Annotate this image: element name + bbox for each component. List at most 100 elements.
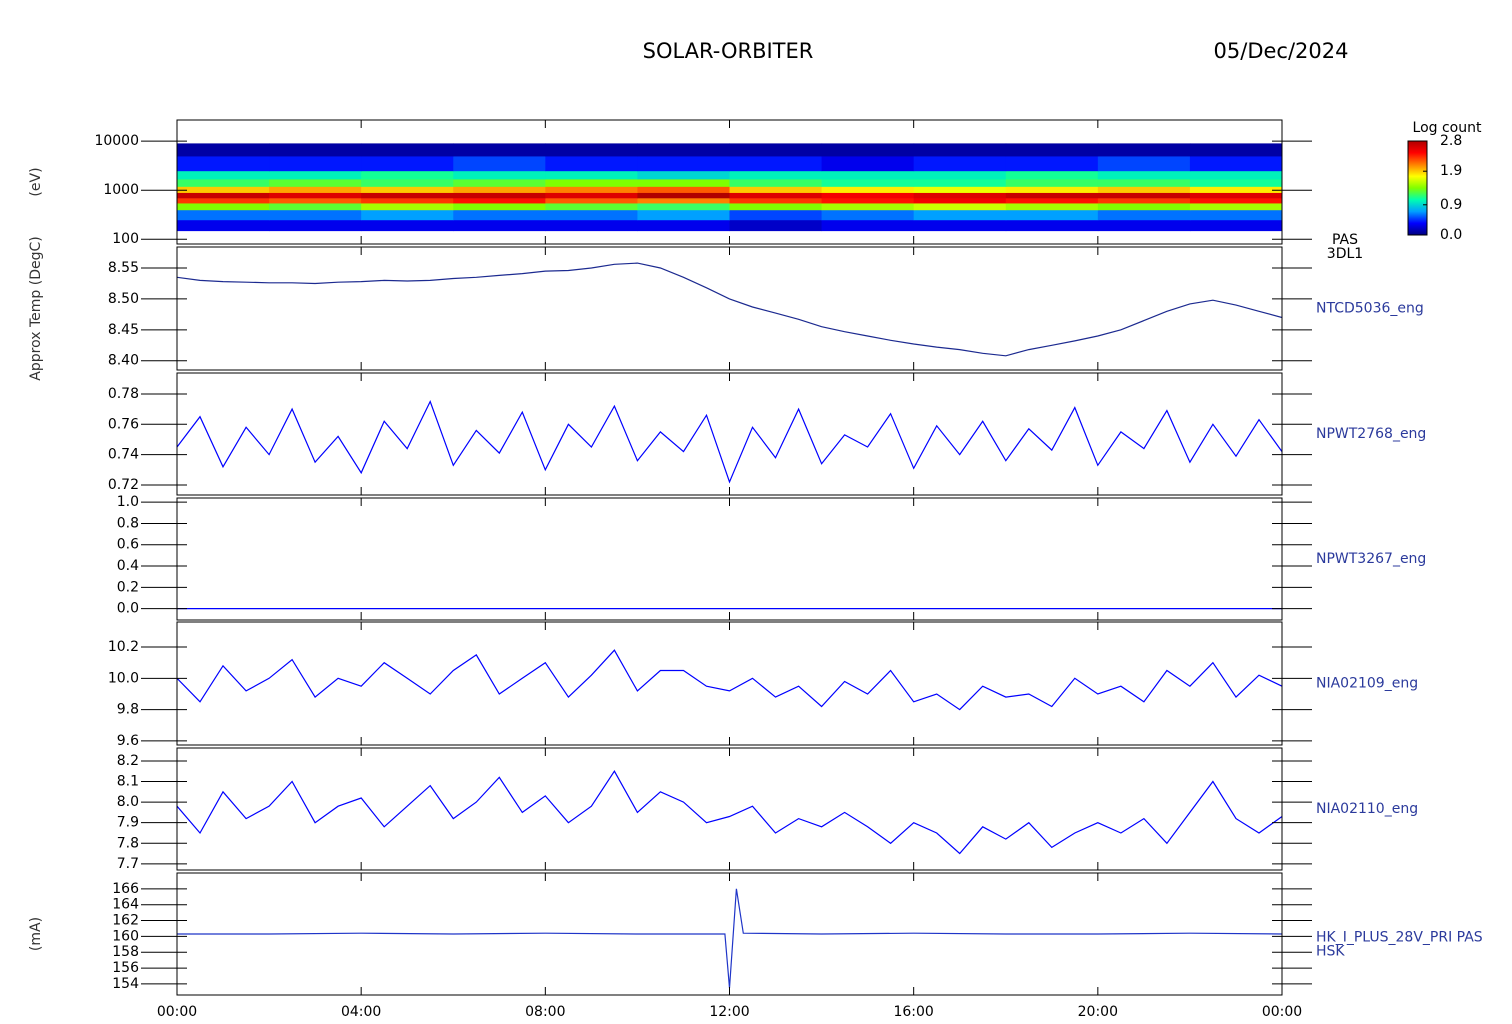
heatmap-cell: [821, 186, 915, 193]
heatmap-cell: [177, 155, 270, 172]
heatmap-cell: [177, 209, 270, 221]
y-tick-label: 0.74: [108, 447, 139, 463]
heatmap-cell: [1005, 209, 1099, 221]
heatmap-cell: [913, 186, 1007, 193]
heatmap-cell: [177, 170, 270, 180]
heatmap-cell: [729, 202, 823, 211]
title: SOLAR-ORBITER: [643, 39, 814, 63]
panel: 0.72 0.74 0.76 0.78 NPWT2768_eng: [108, 372, 1426, 496]
y-axis-label: (eV): [28, 167, 44, 196]
heatmap-cell: [1189, 155, 1282, 172]
heatmap-cell: [269, 197, 362, 204]
heatmap-cell: [729, 192, 823, 199]
heatmap-cell: [545, 192, 638, 199]
heatmap-cell: [1097, 143, 1191, 157]
heatmap-cell: [1005, 202, 1099, 211]
y-tick-label: 164: [112, 897, 139, 913]
heatmap-cell: [729, 209, 823, 221]
heatmap-cell: [1005, 143, 1099, 157]
y-tick-label: 10.2: [108, 639, 139, 655]
heatmap-cell: [821, 192, 915, 199]
heatmap-cell: [177, 186, 270, 193]
y-tick-label: 160: [112, 928, 139, 944]
heatmap-cell: [821, 209, 915, 221]
series-line: [177, 399, 1282, 484]
x-tick-label: 16:00: [893, 1004, 933, 1020]
heatmap-cell: [1005, 170, 1099, 180]
heatmap-cell: [637, 192, 730, 199]
y-tick-label: 156: [112, 960, 139, 976]
heatmap-cell: [361, 192, 454, 199]
panel-label: NTCD5036_eng: [1316, 301, 1424, 317]
panel: 0.0 0.2 0.4 0.6 0.8 1.0 NPWT3267_eng: [117, 494, 1426, 621]
heatmap-cell: [269, 192, 362, 199]
heatmap-cell: [1097, 202, 1191, 211]
heatmap-cell: [729, 178, 823, 187]
heatmap-cell: [729, 197, 823, 204]
heatmap-cell: [637, 178, 730, 187]
heatmap-cell: [453, 170, 546, 180]
heatmap-cell: [1005, 219, 1099, 232]
panel-frame: [176, 246, 1283, 371]
y-tick-label: 8.1: [117, 774, 139, 790]
heatmap-cell: [821, 143, 915, 157]
y-tick-label: 0.2: [117, 579, 139, 595]
heatmap-cell: [177, 202, 270, 211]
panel-label: 3DL1: [1327, 246, 1363, 262]
heatmap-cell: [1097, 178, 1191, 187]
y-tick-label: 9.6: [117, 733, 139, 749]
panel-label: NPWT3267_eng: [1316, 551, 1426, 567]
heatmap-cell: [545, 170, 638, 180]
heatmap-cell: [177, 192, 270, 199]
heatmap-cell: [1005, 155, 1099, 172]
y-tick-label: 8.40: [108, 353, 139, 369]
y-tick-label: 10.0: [108, 670, 139, 686]
heatmap-cell: [361, 143, 454, 157]
heatmap-cell: [177, 143, 270, 157]
heatmap-cell: [637, 197, 730, 204]
heatmap-cell: [269, 155, 362, 172]
panel-label: HSK: [1316, 943, 1345, 959]
heatmap-cell: [1189, 209, 1282, 221]
y-tick-label: 100: [112, 231, 139, 247]
heatmap-cell: [1097, 192, 1191, 199]
panel-label: NIA02109_eng: [1316, 676, 1418, 692]
heatmap-cell: [729, 219, 823, 232]
heatmap-cell: [545, 143, 638, 157]
heatmap-cell: [729, 186, 823, 193]
heatmap-cell: [821, 155, 915, 172]
x-tick-label: 04:00: [341, 1004, 381, 1020]
y-tick-label: 158: [112, 944, 139, 960]
y-tick-label: 1000: [103, 182, 139, 198]
x-tick-label: 20:00: [1078, 1004, 1118, 1020]
y-tick-label: 0.8: [117, 515, 139, 531]
heatmap-cell: [453, 192, 546, 199]
heatmap-cell: [1189, 178, 1282, 187]
y-tick-label: 8.45: [108, 322, 139, 338]
heatmap-cell: [269, 202, 362, 211]
y-tick-label: 7.9: [117, 815, 139, 831]
heatmap-cell: [1005, 186, 1099, 193]
heatmap-cell: [637, 219, 730, 232]
y-tick-label: 0.78: [108, 386, 139, 402]
panel-label: HK_I_PLUS_28V_PRI PAS: [1316, 929, 1483, 945]
heatmap-cell: [913, 219, 1007, 232]
heatmap-cell: [637, 155, 730, 172]
heatmap-cell: [913, 170, 1007, 180]
y-tick-label: 1.0: [117, 494, 139, 510]
x-tick-label: 08:00: [525, 1004, 565, 1020]
heatmap-cell: [361, 209, 454, 221]
heatmap-cell: [545, 202, 638, 211]
heatmap-cell: [1097, 219, 1191, 232]
heatmap-cell: [453, 143, 546, 157]
heatmap-cell: [361, 170, 454, 180]
heatmap-cell: [821, 178, 915, 187]
series-line: [177, 649, 1282, 711]
heatmap-cell: [545, 197, 638, 204]
heatmap-cell: [913, 143, 1007, 157]
panel-label: PAS: [1332, 232, 1358, 248]
heatmap-cell: [1189, 192, 1282, 199]
x-tick-label: 12:00: [709, 1004, 749, 1020]
